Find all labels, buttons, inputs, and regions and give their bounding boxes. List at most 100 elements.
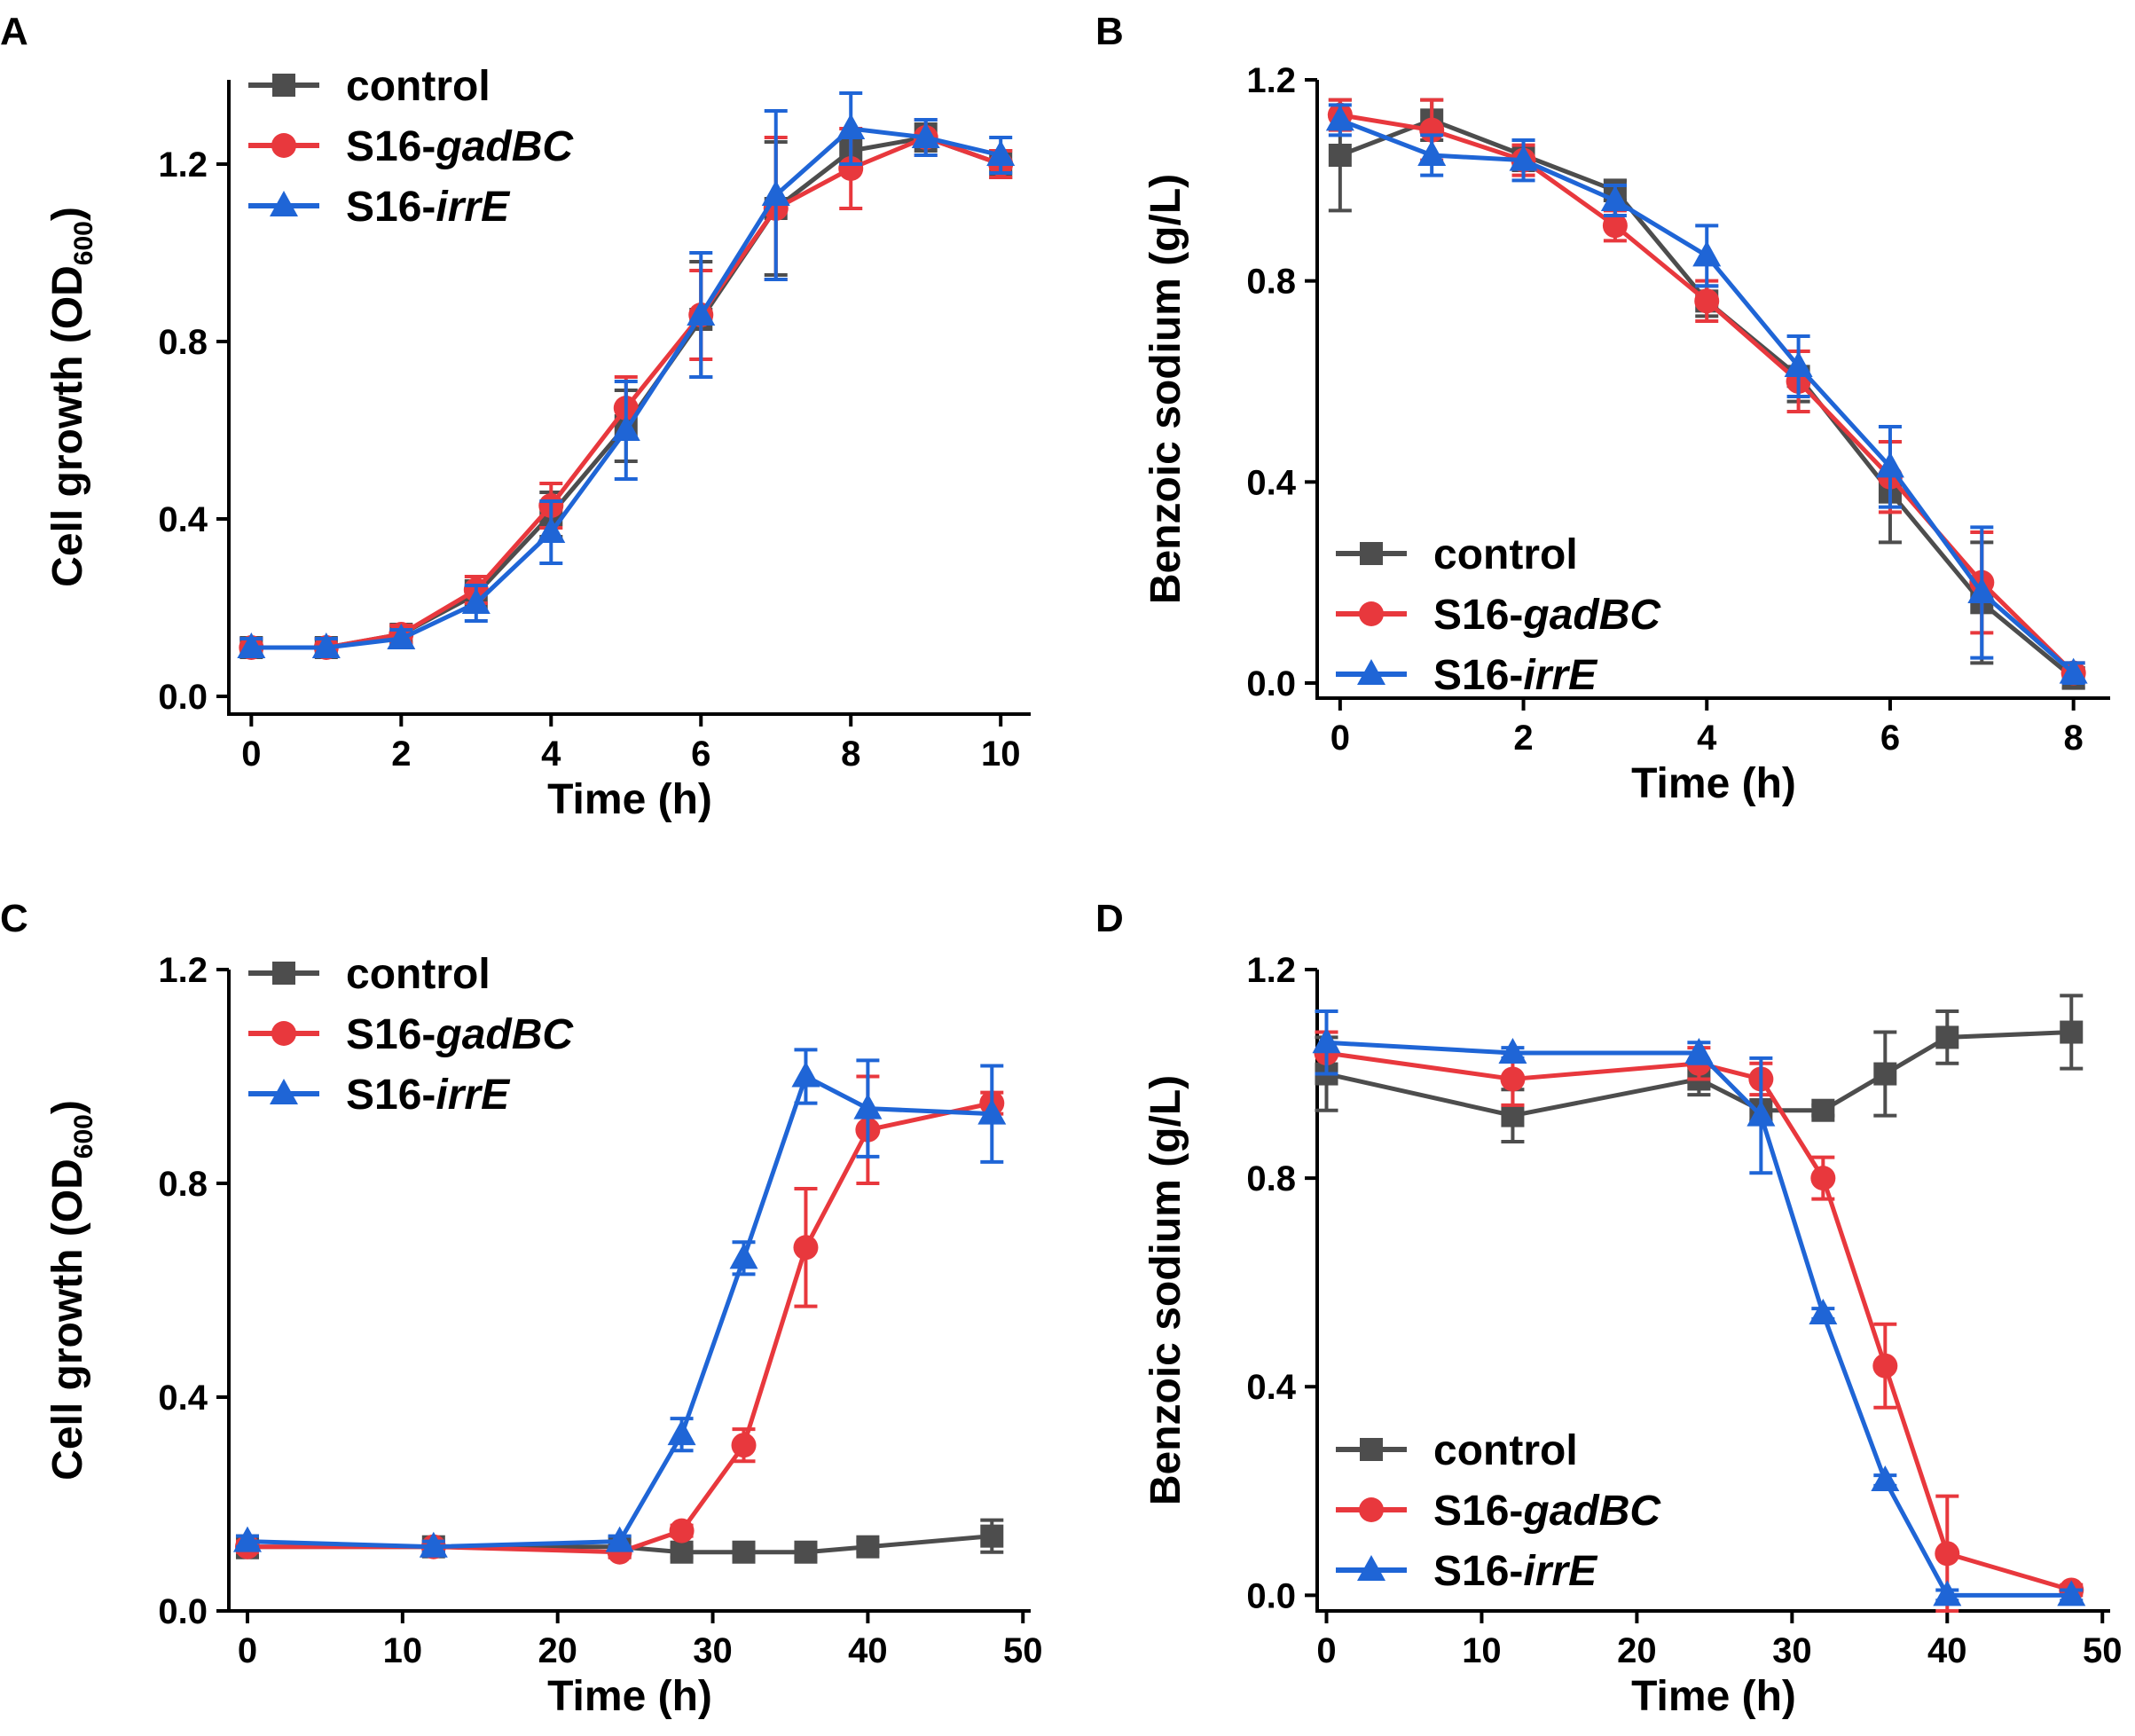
data-point xyxy=(1684,1038,1714,1064)
y-axis-title: Cell growth (OD600) xyxy=(44,207,98,587)
data-point xyxy=(794,1540,818,1564)
data-point xyxy=(669,1518,695,1544)
data-point xyxy=(461,588,491,614)
data-point xyxy=(537,517,566,543)
data-point xyxy=(977,1098,1007,1125)
data-point xyxy=(1810,1166,1836,1191)
data-point xyxy=(237,632,266,658)
legend-marker xyxy=(270,1079,298,1104)
legend-marker xyxy=(1357,659,1385,685)
legend: control S16-gadBC S16-irrE xyxy=(1336,1427,1661,1595)
panel-letter: D xyxy=(1095,897,1124,940)
x-tick-label: 0 xyxy=(1330,719,1350,758)
data-point xyxy=(791,1061,820,1088)
y-tick-label: 0.4 xyxy=(1246,1368,1296,1407)
y-tick-label: 1.2 xyxy=(1246,951,1296,990)
data-point xyxy=(1809,1298,1838,1324)
data-point xyxy=(836,114,866,139)
data-point xyxy=(856,1535,880,1559)
x-tick-label: 2 xyxy=(1513,719,1533,758)
data-point xyxy=(1312,1027,1341,1054)
y-tick-label: 0.0 xyxy=(1246,664,1296,703)
legend-marker xyxy=(271,133,296,158)
data-point xyxy=(1501,1104,1525,1127)
x-tick-label: 50 xyxy=(2083,1631,2123,1670)
legend-marker xyxy=(272,962,295,985)
y-tick-label: 0.8 xyxy=(1246,1159,1296,1198)
series-S16-gadBC xyxy=(1314,1030,2084,1613)
y-tick-label: 1.2 xyxy=(158,951,208,990)
panel-letter: B xyxy=(1095,10,1124,53)
legend-label: S16-irrE xyxy=(346,1072,511,1119)
x-tick-label: 0 xyxy=(241,734,261,774)
legend: control S16-gadBC S16-irrE xyxy=(1336,531,1661,699)
series-line xyxy=(1339,113,2076,675)
y-tick-label: 0.0 xyxy=(158,1592,208,1631)
x-tick-label: 0 xyxy=(1316,1631,1336,1670)
data-point xyxy=(1417,140,1447,166)
x-axis-title: Time (h) xyxy=(1631,760,1796,807)
data-point xyxy=(1746,1100,1776,1127)
x-tick-label: 6 xyxy=(691,734,710,774)
y-axis-title: Benzoic sodium (g/L) xyxy=(1142,1075,1189,1505)
data-point xyxy=(2057,1580,2086,1606)
x-axis-title: Time (h) xyxy=(547,776,712,823)
data-point xyxy=(1328,144,1352,167)
data-point xyxy=(311,632,341,658)
axis-lines xyxy=(1315,80,2110,700)
data-point xyxy=(1811,1098,1835,1122)
x-tick-label: 4 xyxy=(1697,719,1717,758)
x-tick-label: 0 xyxy=(238,1631,257,1670)
y-tick-label: 0.4 xyxy=(158,1379,208,1418)
legend-label: control xyxy=(1433,531,1578,578)
legend-label: S16-gadBC xyxy=(1433,592,1661,639)
y-tick-label: 0.0 xyxy=(1246,1576,1296,1615)
legend-label: S16-gadBC xyxy=(346,123,574,170)
data-point xyxy=(793,1235,819,1261)
x-tick-label: 30 xyxy=(693,1631,733,1670)
data-point xyxy=(687,300,716,326)
legend-marker xyxy=(270,191,298,216)
x-tick-label: 8 xyxy=(841,734,860,774)
data-point xyxy=(667,1419,696,1446)
data-point xyxy=(2060,1020,2084,1044)
legend-marker xyxy=(272,74,295,97)
y-tick-label: 0.8 xyxy=(158,323,208,362)
legend-label: S16-irrE xyxy=(346,184,511,231)
y-tick-label: 0.8 xyxy=(1246,263,1296,302)
data-point xyxy=(387,624,416,649)
legend-label: control xyxy=(346,951,491,998)
data-point xyxy=(1872,1353,1898,1379)
legend-label: S16-irrE xyxy=(1433,652,1598,699)
x-tick-label: 40 xyxy=(848,1631,888,1670)
data-point xyxy=(1325,105,1354,131)
legend: control S16-gadBC S16-irrE xyxy=(248,951,574,1119)
x-tick-label: 10 xyxy=(981,734,1021,774)
x-tick-label: 8 xyxy=(2064,719,2084,758)
x-tick-label: 20 xyxy=(538,1631,577,1670)
x-axis-title: Time (h) xyxy=(547,1673,712,1720)
series-line xyxy=(247,1101,993,1555)
data-point xyxy=(670,1540,694,1564)
data-point xyxy=(1498,1038,1527,1064)
panel-d: D 0 10 20 30 40 50 0.0 0.4 0.8 1.2 Time (h) Benzoic … xyxy=(1095,897,2123,1720)
data-point xyxy=(980,1524,1004,1548)
y-tick-label: 0.4 xyxy=(158,500,208,539)
data-point xyxy=(1600,185,1629,211)
data-point xyxy=(1935,1541,1960,1567)
y-tick-label: 0.0 xyxy=(158,678,208,717)
series-S16-gadBC xyxy=(234,1074,1005,1565)
panel-letter: A xyxy=(0,10,28,53)
x-tick-label: 20 xyxy=(1617,1631,1657,1670)
data-point xyxy=(761,180,790,206)
y-tick-label: 0.4 xyxy=(1246,463,1296,502)
legend-marker xyxy=(1360,1438,1383,1461)
x-tick-label: 40 xyxy=(1927,1631,1967,1670)
axis-lines xyxy=(227,970,1031,1613)
data-point xyxy=(1500,1066,1526,1092)
x-tick-label: 10 xyxy=(383,1631,423,1670)
legend-label: S16-gadBC xyxy=(1433,1488,1661,1535)
legend-marker xyxy=(1360,542,1383,565)
series-S16-irrE xyxy=(1312,1009,2086,1606)
